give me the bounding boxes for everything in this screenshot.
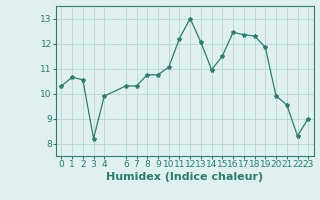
X-axis label: Humidex (Indice chaleur): Humidex (Indice chaleur) bbox=[106, 172, 263, 182]
